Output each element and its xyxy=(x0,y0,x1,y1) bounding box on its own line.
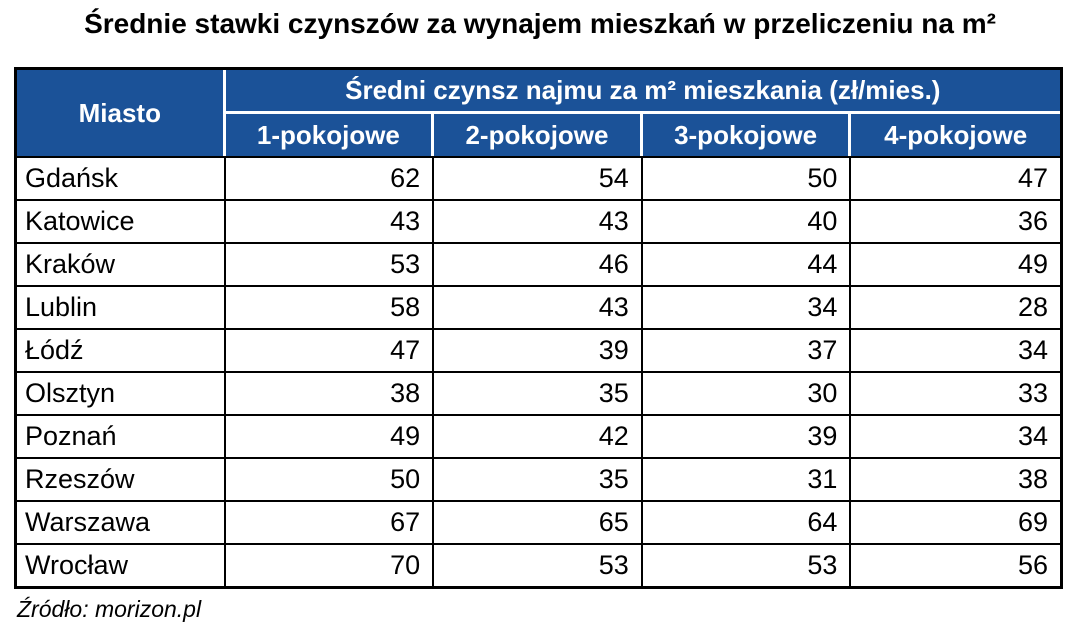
rent-value-cell: 67 xyxy=(225,500,435,543)
rent-value-cell: 34 xyxy=(851,328,1060,371)
rent-value-cell: 36 xyxy=(851,199,1060,242)
rent-value-cell: 65 xyxy=(434,500,643,543)
rent-rates-table: Miasto Średni czynsz najmu za m² mieszka… xyxy=(14,67,1063,589)
rent-value-cell: 54 xyxy=(434,156,643,199)
rent-value-cell: 40 xyxy=(642,199,852,242)
rent-value-cell: 47 xyxy=(225,328,435,371)
table-row: Warszawa 67 65 64 69 xyxy=(17,500,1060,543)
rent-value-cell: 64 xyxy=(642,500,852,543)
rent-value-cell: 69 xyxy=(851,500,1060,543)
rent-value-cell: 50 xyxy=(225,457,435,500)
source-caption: Źródło: morizon.pl xyxy=(17,596,202,622)
rent-value-cell: 43 xyxy=(434,199,643,242)
city-cell: Olsztyn xyxy=(17,371,226,414)
rent-value-cell: 53 xyxy=(225,242,435,285)
city-cell: Wrocław xyxy=(17,543,226,586)
table-row: Olsztyn 38 35 30 33 xyxy=(17,371,1060,414)
city-cell: Kraków xyxy=(17,242,226,285)
rent-value-cell: 56 xyxy=(851,543,1060,586)
rent-value-cell: 62 xyxy=(225,156,435,199)
table-row: Poznań 49 42 39 34 xyxy=(17,414,1060,457)
rent-value-cell: 43 xyxy=(225,199,435,242)
rent-value-cell: 35 xyxy=(434,371,643,414)
rent-value-cell: 50 xyxy=(642,156,852,199)
table-row: Kraków 53 46 44 49 xyxy=(17,242,1060,285)
column-header-3-room: 3-pokojowe xyxy=(642,114,852,156)
rent-value-cell: 37 xyxy=(642,328,852,371)
rent-value-cell: 70 xyxy=(225,543,435,586)
rent-value-cell: 49 xyxy=(225,414,435,457)
rent-value-cell: 35 xyxy=(434,457,643,500)
table-row: Lublin 58 43 34 28 xyxy=(17,285,1060,328)
rent-value-cell: 38 xyxy=(851,457,1060,500)
rent-value-cell: 39 xyxy=(642,414,852,457)
rent-value-cell: 38 xyxy=(225,371,435,414)
rent-value-cell: 53 xyxy=(642,543,852,586)
city-cell: Lublin xyxy=(17,285,226,328)
rent-value-cell: 53 xyxy=(434,543,643,586)
table-row: Rzeszów 50 35 31 38 xyxy=(17,457,1060,500)
rent-value-cell: 33 xyxy=(851,371,1060,414)
rent-value-cell: 34 xyxy=(642,285,852,328)
city-cell: Rzeszów xyxy=(17,457,226,500)
city-cell: Katowice xyxy=(17,199,226,242)
rent-value-cell: 42 xyxy=(434,414,643,457)
table-header: Miasto Średni czynsz najmu za m² mieszka… xyxy=(17,70,1060,156)
rent-value-cell: 58 xyxy=(225,285,435,328)
header-row-group: Miasto Średni czynsz najmu za m² mieszka… xyxy=(17,70,1060,156)
column-group-header: Średni czynsz najmu za m² mieszkania (zł… xyxy=(225,70,1060,114)
table-body: Gdańsk 62 54 50 47 Katowice 43 43 40 36 Kraków 53 46… xyxy=(17,156,1060,586)
rent-value-cell: 44 xyxy=(642,242,852,285)
column-header-city: Miasto xyxy=(17,70,226,156)
city-cell: Poznań xyxy=(17,414,226,457)
city-cell: Warszawa xyxy=(17,500,226,543)
column-header-2-room: 2-pokojowe xyxy=(434,114,643,156)
rent-value-cell: 30 xyxy=(642,371,852,414)
rent-value-cell: 49 xyxy=(851,242,1060,285)
rent-value-cell: 39 xyxy=(434,328,643,371)
table-row: Łódź 47 39 37 34 xyxy=(17,328,1060,371)
table-row: Wrocław 70 53 53 56 xyxy=(17,543,1060,586)
table-row: Gdańsk 62 54 50 47 xyxy=(17,156,1060,199)
rent-value-cell: 46 xyxy=(434,242,643,285)
rent-value-cell: 34 xyxy=(851,414,1060,457)
rent-value-cell: 47 xyxy=(851,156,1060,199)
column-header-1-room: 1-pokojowe xyxy=(225,114,435,156)
rent-value-cell: 43 xyxy=(434,285,643,328)
rent-value-cell: 31 xyxy=(642,457,852,500)
rent-value-cell: 28 xyxy=(851,285,1060,328)
table-row: Katowice 43 43 40 36 xyxy=(17,199,1060,242)
city-cell: Łódź xyxy=(17,328,226,371)
page-title: Średnie stawki czynszów za wynajem miesz… xyxy=(84,8,996,39)
city-cell: Gdańsk xyxy=(17,156,226,199)
header-row-sub: 1-pokojowe 2-pokojowe 3-pokojowe 4-pokoj… xyxy=(17,114,1060,156)
column-header-4-room: 4-pokojowe xyxy=(851,114,1060,156)
